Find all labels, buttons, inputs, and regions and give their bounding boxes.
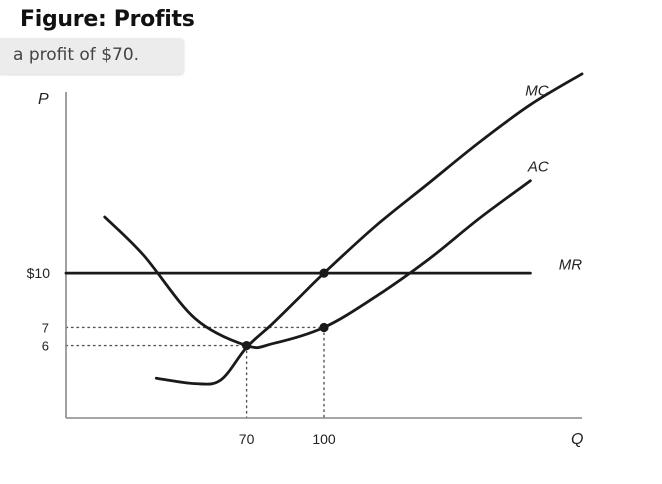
- y-axis-label: P: [38, 91, 49, 108]
- intersection-point: [319, 268, 329, 278]
- x-tick-label: 70: [239, 431, 255, 447]
- answer-text: a profit of $70.: [13, 45, 140, 65]
- axes: [65, 92, 582, 419]
- intersection-point: [319, 322, 329, 333]
- answer-chip[interactable]: a profit of $70.: [0, 38, 184, 74]
- chart-labels: P Q 70 100 $10 7 6 MC AC MR: [27, 83, 584, 448]
- curves: [64, 72, 584, 386]
- guide-lines: [65, 326, 325, 419]
- y-tick-label: 6: [42, 339, 49, 354]
- x-axis-label: Q: [571, 431, 583, 448]
- x-tick-label: 100: [312, 431, 336, 447]
- intersection-points: [242, 268, 329, 351]
- intersection-point: [242, 340, 252, 351]
- curve-label-mr: MR: [559, 256, 582, 273]
- y-tick-label: $10: [27, 265, 51, 281]
- curve-label-ac: AC: [527, 159, 549, 176]
- y-tick-label: 7: [42, 320, 49, 335]
- figure-title: Figure: Profits: [20, 7, 195, 32]
- series-mc-curve: [154, 72, 584, 386]
- series-ac-curve: [103, 179, 532, 350]
- curve-label-mc: MC: [525, 83, 548, 100]
